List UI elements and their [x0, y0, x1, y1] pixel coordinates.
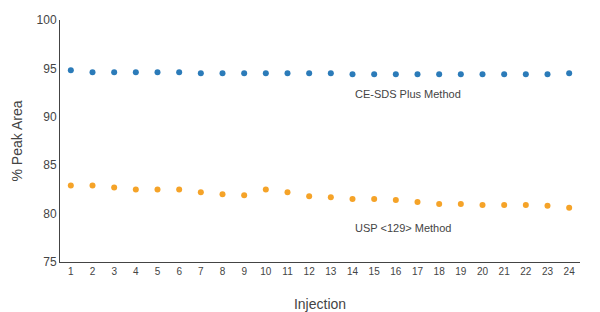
- svg-text:18: 18: [434, 266, 446, 277]
- svg-text:24: 24: [564, 266, 576, 277]
- svg-text:15: 15: [369, 266, 381, 277]
- svg-text:19: 19: [455, 266, 467, 277]
- svg-text:7: 7: [198, 266, 204, 277]
- svg-text:23: 23: [542, 266, 554, 277]
- svg-text:CE-SDS Plus Method: CE-SDS Plus Method: [355, 88, 461, 100]
- svg-text:22: 22: [520, 266, 532, 277]
- svg-text:20: 20: [477, 266, 489, 277]
- svg-text:85: 85: [43, 158, 57, 172]
- svg-text:80: 80: [43, 207, 57, 221]
- svg-text:100: 100: [37, 13, 57, 27]
- svg-text:6: 6: [176, 266, 182, 277]
- svg-text:13: 13: [325, 266, 337, 277]
- svg-text:8: 8: [220, 266, 226, 277]
- svg-text:21: 21: [499, 266, 511, 277]
- svg-text:12: 12: [304, 266, 316, 277]
- svg-text:14: 14: [347, 266, 359, 277]
- svg-text:17: 17: [412, 266, 424, 277]
- svg-text:75: 75: [43, 255, 57, 269]
- svg-text:% Peak Area: % Peak Area: [9, 100, 25, 181]
- svg-text:4: 4: [133, 266, 139, 277]
- svg-text:95: 95: [43, 62, 57, 76]
- svg-text:10: 10: [260, 266, 272, 277]
- svg-text:90: 90: [43, 110, 57, 124]
- svg-text:5: 5: [155, 266, 161, 277]
- svg-text:16: 16: [390, 266, 402, 277]
- svg-text:9: 9: [241, 266, 247, 277]
- svg-text:Injection: Injection: [294, 296, 346, 312]
- svg-text:11: 11: [282, 266, 293, 277]
- svg-text:2: 2: [90, 266, 96, 277]
- svg-text:3: 3: [111, 266, 117, 277]
- svg-text:USP <129> Method: USP <129> Method: [355, 222, 451, 234]
- svg-text:1: 1: [68, 266, 74, 277]
